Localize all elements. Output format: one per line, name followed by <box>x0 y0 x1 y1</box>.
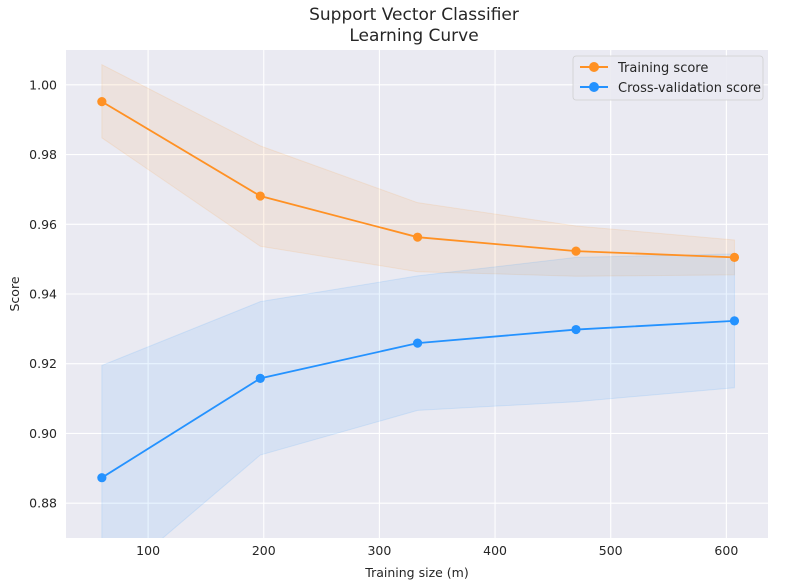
legend-training-label: Training score <box>617 61 708 76</box>
x-tick-label: 500 <box>599 543 623 558</box>
y-tick-label: 1.00 <box>29 77 57 92</box>
series-0-point <box>255 191 265 201</box>
x-tick-label: 400 <box>483 543 507 558</box>
y-axis-label: Score <box>7 276 22 311</box>
series-1-band <box>101 253 735 538</box>
y-tick-label: 0.90 <box>29 426 57 441</box>
x-tick-label: 100 <box>136 543 160 558</box>
series-0-point <box>97 96 107 107</box>
legend-cv-marker <box>589 82 599 92</box>
series-0-band <box>101 63 735 277</box>
legend: Training score Cross-validation score <box>572 55 764 101</box>
series-1-point <box>571 324 581 335</box>
x-tick-label: 300 <box>367 543 391 558</box>
series-1-point <box>255 373 265 383</box>
y-tick-label: 0.92 <box>29 356 57 371</box>
x-axis-label: Training size (m) <box>364 565 468 580</box>
series-1-point <box>729 316 740 326</box>
line-layer <box>97 96 740 483</box>
band-layer <box>101 63 735 538</box>
series-1-point <box>97 473 107 483</box>
chart-title: Support Vector Classifier <box>309 5 519 25</box>
series-0-point <box>729 252 740 262</box>
series-0-point <box>412 232 423 242</box>
y-tick-label: 0.88 <box>29 496 57 511</box>
y-tick-label: 0.94 <box>29 287 57 302</box>
series-1-point <box>412 338 423 348</box>
y-tick-label: 0.96 <box>29 217 57 232</box>
legend-training-marker <box>589 62 599 72</box>
legend-box <box>572 55 764 101</box>
x-tick-label: 200 <box>252 543 276 558</box>
grid-layer <box>66 50 768 538</box>
tick-layer: 100 200 300 400 500 600 0.88 0.90 0.92 0.94 0.96 0.… <box>29 77 738 558</box>
legend-cv-label: Cross-validation score <box>618 81 761 96</box>
x-tick-label: 600 <box>714 543 738 558</box>
series-0-point <box>571 246 581 256</box>
y-tick-label: 0.98 <box>29 147 57 162</box>
chart-subtitle: Learning Curve <box>349 26 478 46</box>
